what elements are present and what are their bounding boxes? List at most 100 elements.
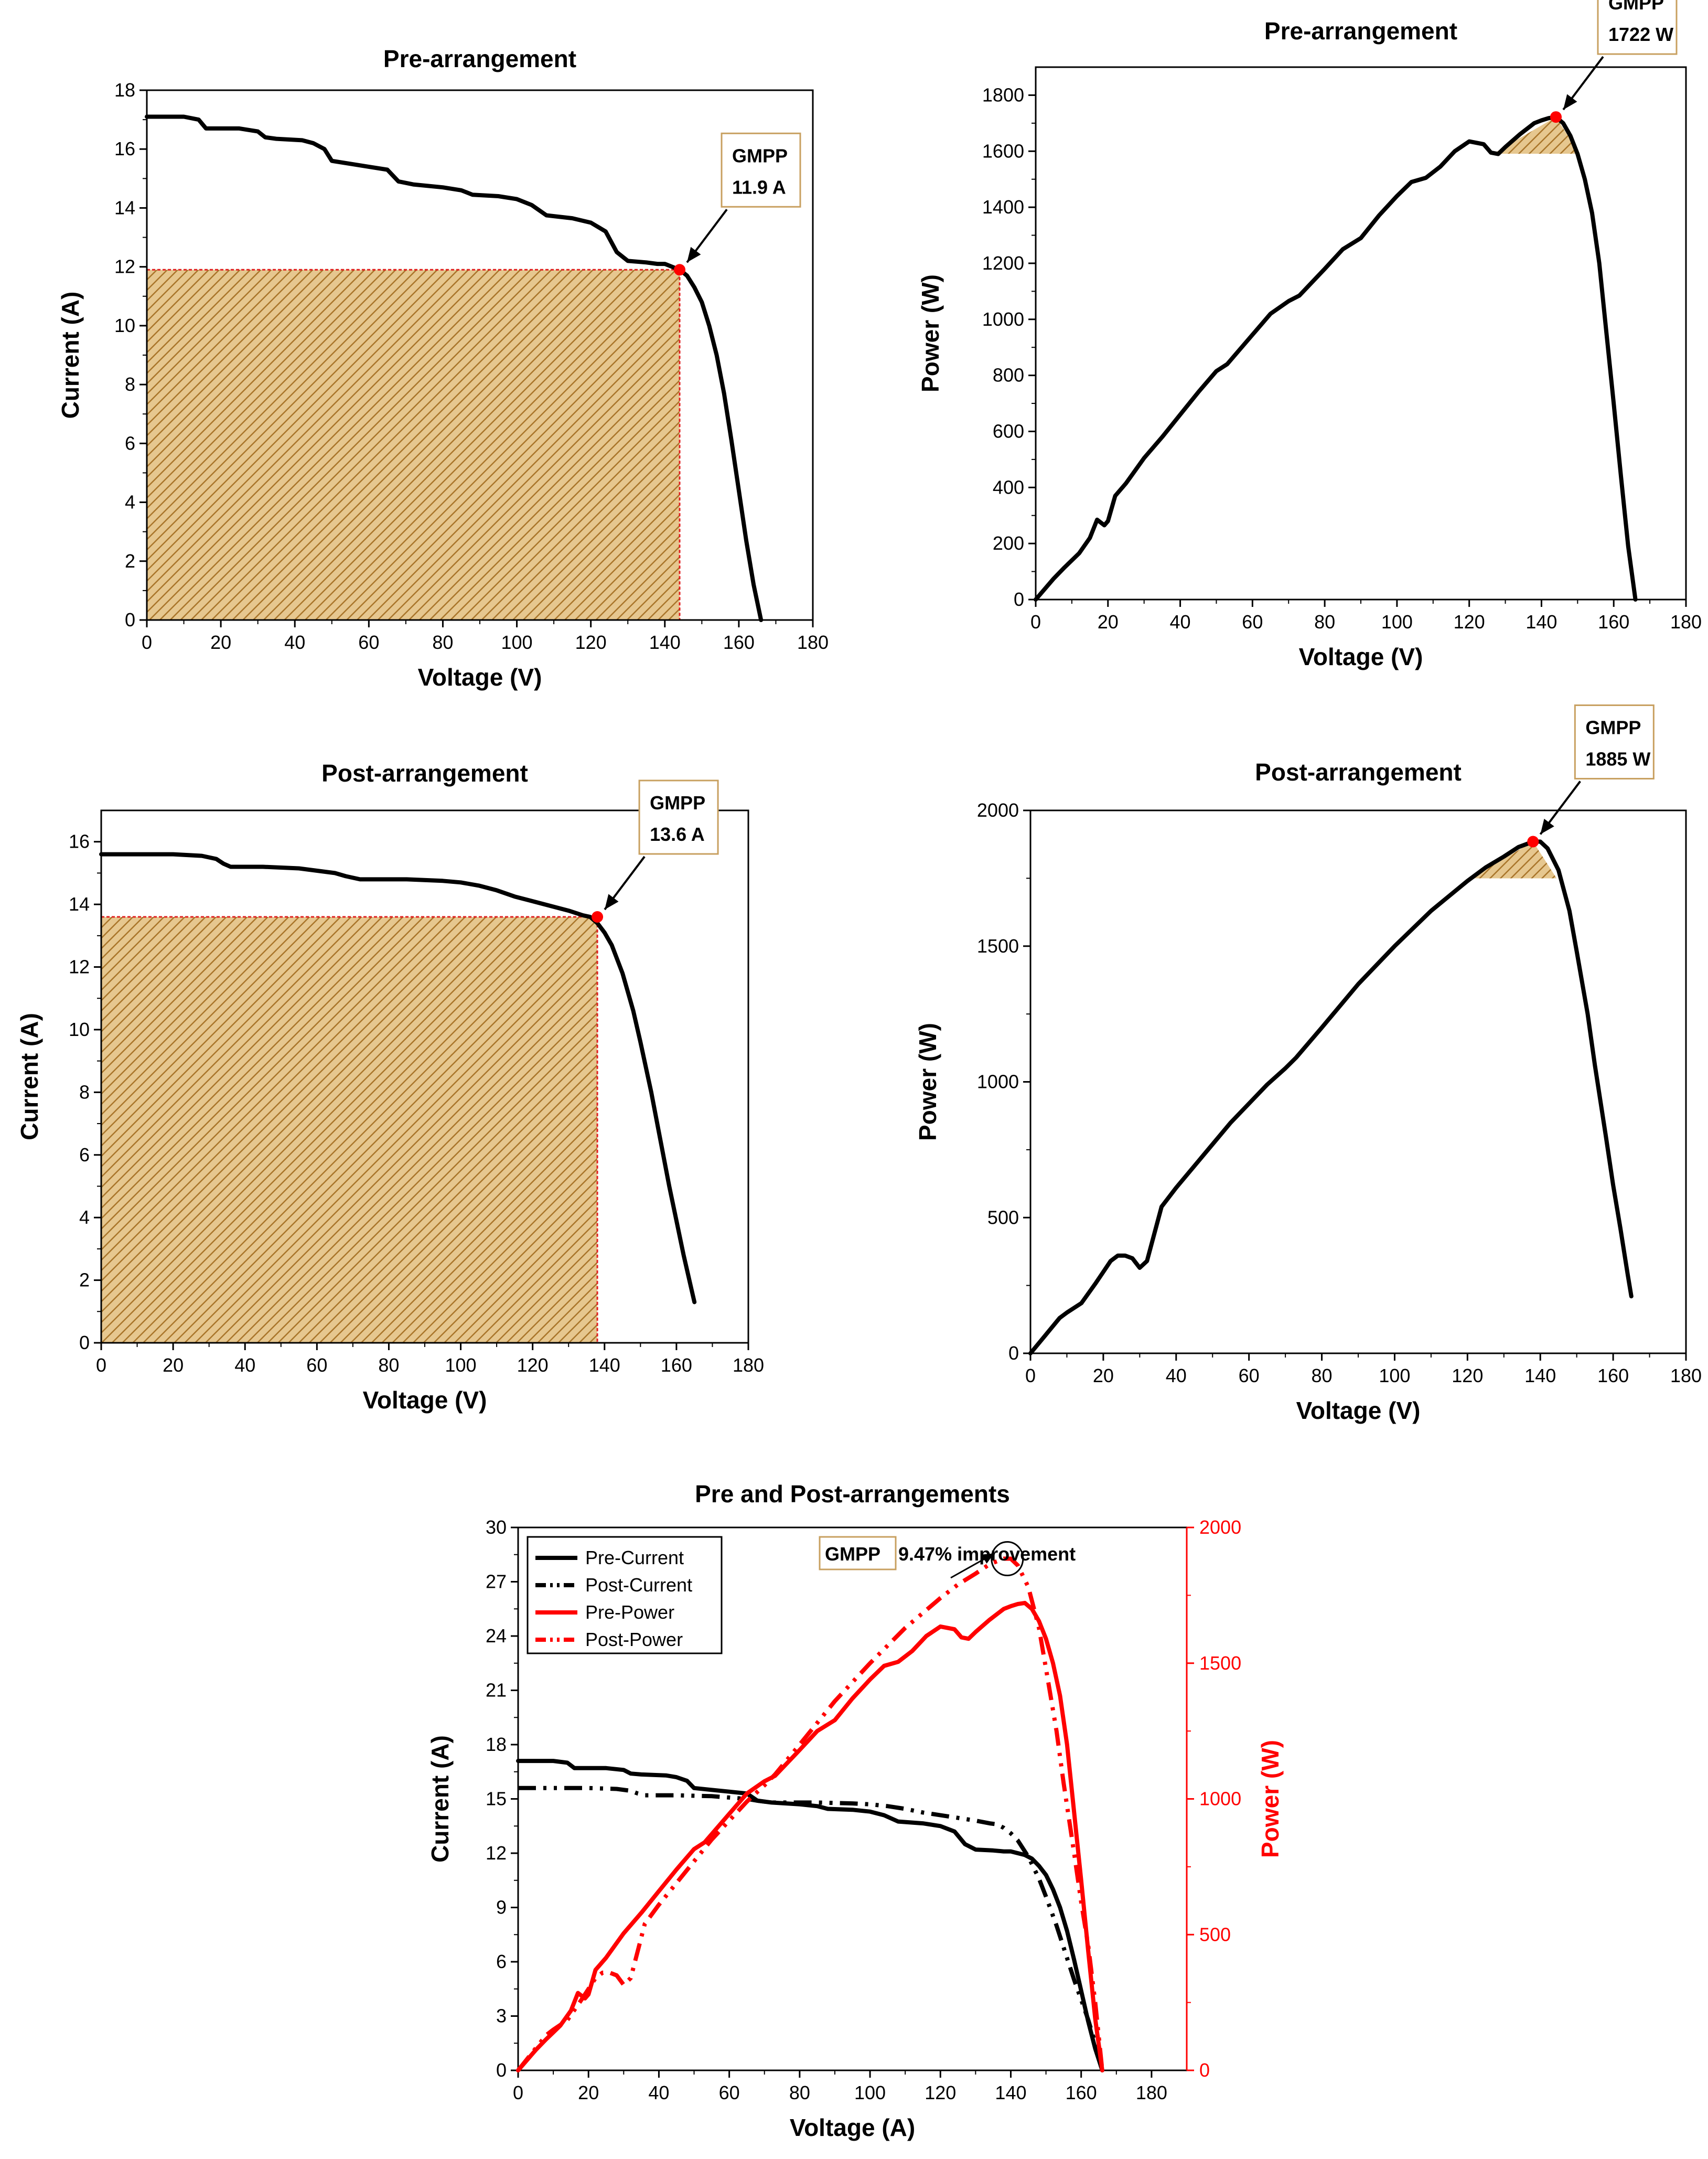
y-tick-label: 4: [79, 1206, 90, 1228]
y-tick-label: 12: [486, 1842, 507, 1864]
x-tick-label: 0: [513, 2082, 523, 2103]
y-tick-label: 6: [496, 1951, 507, 1972]
y-tick-label: 10: [69, 1019, 90, 1040]
x-axis-label: Voltage (V): [418, 664, 542, 691]
x-tick-label: 100: [854, 2082, 886, 2103]
y-tick-label: 10: [114, 315, 135, 336]
gmpp-arrow-head: [687, 247, 701, 263]
gmpp-callout-box: [1574, 704, 1655, 780]
x-tick-label: 20: [210, 632, 231, 653]
gmpp-value: 1885 W: [1585, 749, 1650, 770]
y-tick-label: 4: [125, 491, 135, 513]
y-axis-label: Current (A): [426, 1735, 454, 1863]
y-tick-label: 1200: [982, 252, 1024, 274]
x-tick-label: 140: [1524, 1365, 1556, 1386]
y-tick-label: 18: [486, 1734, 507, 1755]
y-tick-label: 15: [486, 1788, 507, 1810]
gmpp-callout-box: [721, 132, 801, 208]
x-tick-label: 160: [1597, 1365, 1629, 1386]
x-tick-label: 0: [1030, 611, 1041, 633]
gmpp-callout: GMPP 1722 W: [1597, 0, 1678, 55]
gmpp-label: GMPP: [650, 792, 705, 814]
x-tick-label: 180: [1136, 2082, 1167, 2103]
y-axis-label: Current (A): [16, 1013, 43, 1140]
y-tick-label: 8: [125, 373, 135, 395]
series-current: [99, 852, 697, 1305]
y-tick-label: 16: [114, 138, 135, 159]
y-tick-label: 400: [993, 476, 1024, 498]
chart-title: Pre-arrangement: [383, 45, 576, 72]
chart-title: Pre-arrangement: [1264, 17, 1457, 45]
x-tick-label: 120: [517, 1354, 549, 1376]
legend-label: Post-Current: [585, 1574, 692, 1596]
x-tick-label: 0: [1025, 1365, 1036, 1386]
y-tick-label: 1800: [982, 84, 1024, 105]
y-tick-label: 2: [125, 550, 135, 572]
x-tick-label: 120: [1452, 1365, 1483, 1386]
gmpp-arrow-head: [605, 894, 619, 910]
y-tick-label: 18: [114, 79, 135, 101]
y-tick-label: 30: [486, 1516, 507, 1538]
gmpp-callout-box: [1597, 0, 1678, 55]
series-current: [145, 114, 764, 622]
y-tick-label: 8: [79, 1081, 90, 1103]
y-tick-label: 16: [69, 831, 90, 852]
gmpp-point: [1550, 111, 1562, 123]
series-pre-current: [516, 1759, 1104, 2072]
series-pre-power: [516, 1600, 1104, 2072]
y-tick-label: 2000: [977, 799, 1019, 821]
series-post-current: [518, 1786, 1104, 2071]
gmpp-point: [592, 911, 604, 923]
x-tick-label: 40: [1166, 1365, 1187, 1386]
x-tick-label: 180: [797, 632, 829, 653]
x-tick-label: 180: [1670, 1365, 1702, 1386]
series-post-power: [516, 1556, 1104, 2072]
x-tick-label: 120: [925, 2082, 956, 2103]
y-tick-label: 6: [125, 432, 135, 454]
gmpp-label: GMPP: [1585, 717, 1641, 739]
x-tick-label: 140: [995, 2082, 1026, 2103]
gmpp-point: [1527, 836, 1539, 848]
y-right-tick-label: 1500: [1199, 1652, 1241, 1674]
y-tick-label: 500: [987, 1206, 1019, 1228]
x-axis-label: Voltage (V): [363, 1386, 487, 1414]
x-tick-label: 80: [378, 1354, 399, 1376]
x-tick-label: 60: [1239, 1365, 1260, 1386]
x-tick-label: 140: [649, 632, 681, 653]
gmpp-shaded-region: [1470, 841, 1557, 879]
y-tick-label: 27: [486, 1571, 507, 1592]
y-tick-label: 0: [79, 1332, 90, 1353]
gmpp-arrow-head: [1540, 818, 1554, 835]
y-tick-label: 3: [496, 2005, 507, 2027]
x-tick-label: 40: [1170, 611, 1191, 633]
y-tick-label: 2: [79, 1269, 90, 1291]
x-tick-label: 60: [306, 1354, 327, 1376]
x-tick-label: 80: [789, 2082, 810, 2103]
x-tick-label: 40: [234, 1354, 255, 1376]
x-tick-label: 180: [733, 1354, 764, 1376]
x-tick-label: 100: [1379, 1365, 1410, 1386]
y-right-tick-label: 1000: [1199, 1788, 1241, 1810]
gmpp-callout: GMPP 13.6 A: [638, 779, 719, 855]
y-axis-label: Power (W): [914, 1023, 941, 1141]
x-axis-label: Voltage (V): [1296, 1397, 1421, 1424]
x-tick-label: 160: [723, 632, 755, 653]
x-tick-label: 40: [648, 2082, 669, 2103]
x-tick-label: 40: [284, 632, 305, 653]
x-tick-label: 100: [445, 1354, 477, 1376]
chart-title: Post-arrangement: [1255, 758, 1462, 786]
plot-frame: [1035, 66, 1687, 601]
x-tick-label: 160: [1066, 2082, 1097, 2103]
gmpp-label: GMPP: [732, 145, 788, 166]
plot-frame: [1029, 809, 1687, 1354]
y-tick-label: 800: [993, 365, 1024, 386]
x-tick-label: 80: [1312, 1365, 1333, 1386]
gmpp-circle-marker: [991, 1541, 1024, 1577]
y-tick-label: 14: [114, 197, 135, 218]
gmpp-callout: GMPP 1885 W: [1574, 704, 1655, 780]
gmpp-callout-box: [638, 779, 719, 855]
y-tick-label: 14: [69, 893, 90, 915]
legend-label: Pre-Power: [585, 1601, 674, 1623]
